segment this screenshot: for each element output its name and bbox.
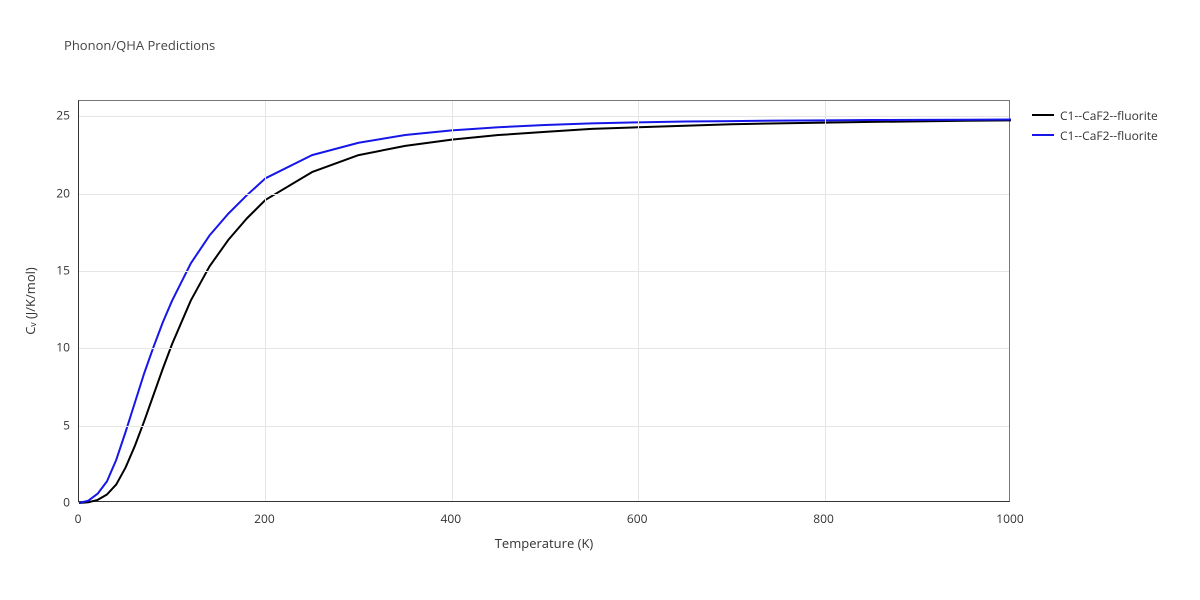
legend-swatch	[1032, 134, 1054, 136]
chart-title: Phonon/QHA Predictions	[64, 36, 215, 54]
gridline-v	[452, 101, 453, 501]
gridline-h	[79, 426, 1009, 427]
y-tick-label: 25	[30, 107, 70, 124]
x-tick-label: 400	[441, 510, 462, 527]
gridline-v	[265, 101, 266, 501]
gridline-h	[79, 116, 1009, 117]
gridline-h	[79, 348, 1009, 349]
gridline-v	[638, 101, 639, 501]
chart-lines	[79, 101, 1011, 503]
gridline-v	[825, 101, 826, 501]
legend-label: C1--CaF2--fluorite	[1060, 127, 1158, 144]
x-axis-label: Temperature (K)	[495, 534, 594, 552]
legend: C1--CaF2--fluorite C1--CaF2--fluorite	[1032, 106, 1158, 146]
x-tick-label: 800	[813, 510, 834, 527]
y-tick-label: 10	[30, 339, 70, 356]
legend-label: C1--CaF2--fluorite	[1060, 107, 1158, 124]
y-tick-label: 15	[30, 262, 70, 279]
x-tick-label: 1000	[996, 510, 1023, 527]
y-tick-label: 0	[30, 494, 70, 511]
y-tick-label: 20	[30, 184, 70, 201]
series-line[interactable]	[79, 120, 1011, 503]
gridline-h	[79, 194, 1009, 195]
legend-swatch	[1032, 114, 1054, 116]
gridline-h	[79, 271, 1009, 272]
legend-item[interactable]: C1--CaF2--fluorite	[1032, 106, 1158, 124]
x-tick-label: 0	[75, 510, 82, 527]
plot-area[interactable]	[78, 100, 1010, 502]
series-line[interactable]	[79, 120, 1011, 503]
y-tick-label: 5	[30, 416, 70, 433]
legend-item[interactable]: C1--CaF2--fluorite	[1032, 126, 1158, 144]
x-tick-label: 600	[627, 510, 648, 527]
x-tick-label: 200	[254, 510, 275, 527]
